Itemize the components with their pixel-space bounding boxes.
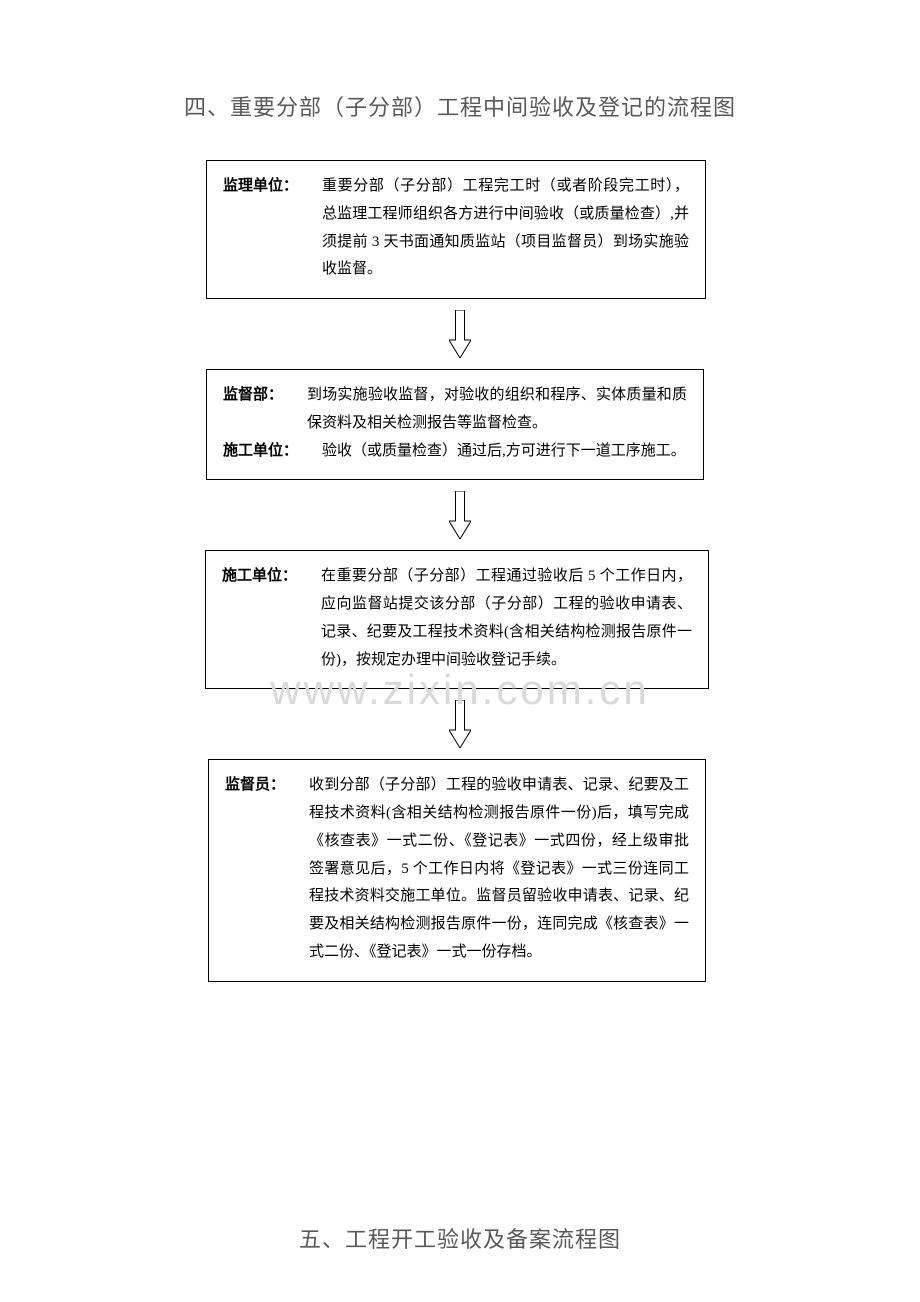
row-content: 在重要分部（子分部）工程通过验收后 5 个工作日内，应向监督站提交该分部（子分部… [321, 563, 692, 674]
section-title-5: 五、工程开工验收及备案流程图 [0, 1222, 920, 1254]
node-row: 施工单位： 在重要分部（子分部）工程通过验收后 5 个工作日内，应向监督站提交该… [222, 563, 692, 674]
row-content: 收到分部（子分部）工程的验收申请表、记录、纪要及工程技术资料(含相关结构检测报告… [309, 772, 689, 966]
row-label: 施工单位： [223, 438, 298, 466]
node-row: 监督员： 收到分部（子分部）工程的验收申请表、记录、纪要及工程技术资料(含相关结… [225, 772, 689, 966]
arrow-down-icon [449, 700, 471, 748]
row-content: 验收（或质量检查）通过后,方可进行下一道工序施工。 [322, 438, 687, 466]
flow-node-3: 施工单位： 在重要分部（子分部）工程通过验收后 5 个工作日内，应向监督站提交该… [205, 550, 709, 689]
flow-node-1: 监理单位： 重要分部（子分部）工程完工时（或者阶段完工时），总监理工程师组织各方… [206, 160, 706, 299]
arrow-down-icon [449, 310, 471, 358]
document-page: 四、重要分部（子分部）工程中间验收及登记的流程图 监理单位： 重要分部（子分部）… [0, 0, 920, 1294]
row-label: 监督部： [223, 382, 283, 438]
node-row: 监理单位： 重要分部（子分部）工程完工时（或者阶段完工时），总监理工程师组织各方… [223, 173, 689, 284]
node-row: 监督部： 到场实施验收监督，对验收的组织和程序、实体质量和质保资料及相关检测报告… [223, 382, 687, 438]
flow-arrow [449, 689, 471, 759]
section-title-4: 四、重要分部（子分部）工程中间验收及登记的流程图 [0, 90, 920, 122]
row-label: 监督员： [225, 772, 285, 966]
flow-node-4: 监督员： 收到分部（子分部）工程的验收申请表、记录、纪要及工程技术资料(含相关结… [208, 759, 706, 981]
arrow-down-icon [449, 491, 471, 539]
flow-arrow [449, 480, 471, 550]
flow-node-2: 监督部： 到场实施验收监督，对验收的组织和程序、实体质量和质保资料及相关检测报告… [206, 369, 704, 480]
flow-arrow [449, 299, 471, 369]
row-label: 监理单位： [223, 173, 298, 284]
row-label: 施工单位： [222, 563, 297, 674]
row-content: 到场实施验收监督，对验收的组织和程序、实体质量和质保资料及相关检测报告等监督检查… [307, 382, 687, 438]
node-row: 施工单位： 验收（或质量检查）通过后,方可进行下一道工序施工。 [223, 438, 687, 466]
flowchart: 监理单位： 重要分部（子分部）工程完工时（或者阶段完工时），总监理工程师组织各方… [0, 160, 920, 982]
row-content: 重要分部（子分部）工程完工时（或者阶段完工时），总监理工程师组织各方进行中间验收… [322, 173, 689, 284]
